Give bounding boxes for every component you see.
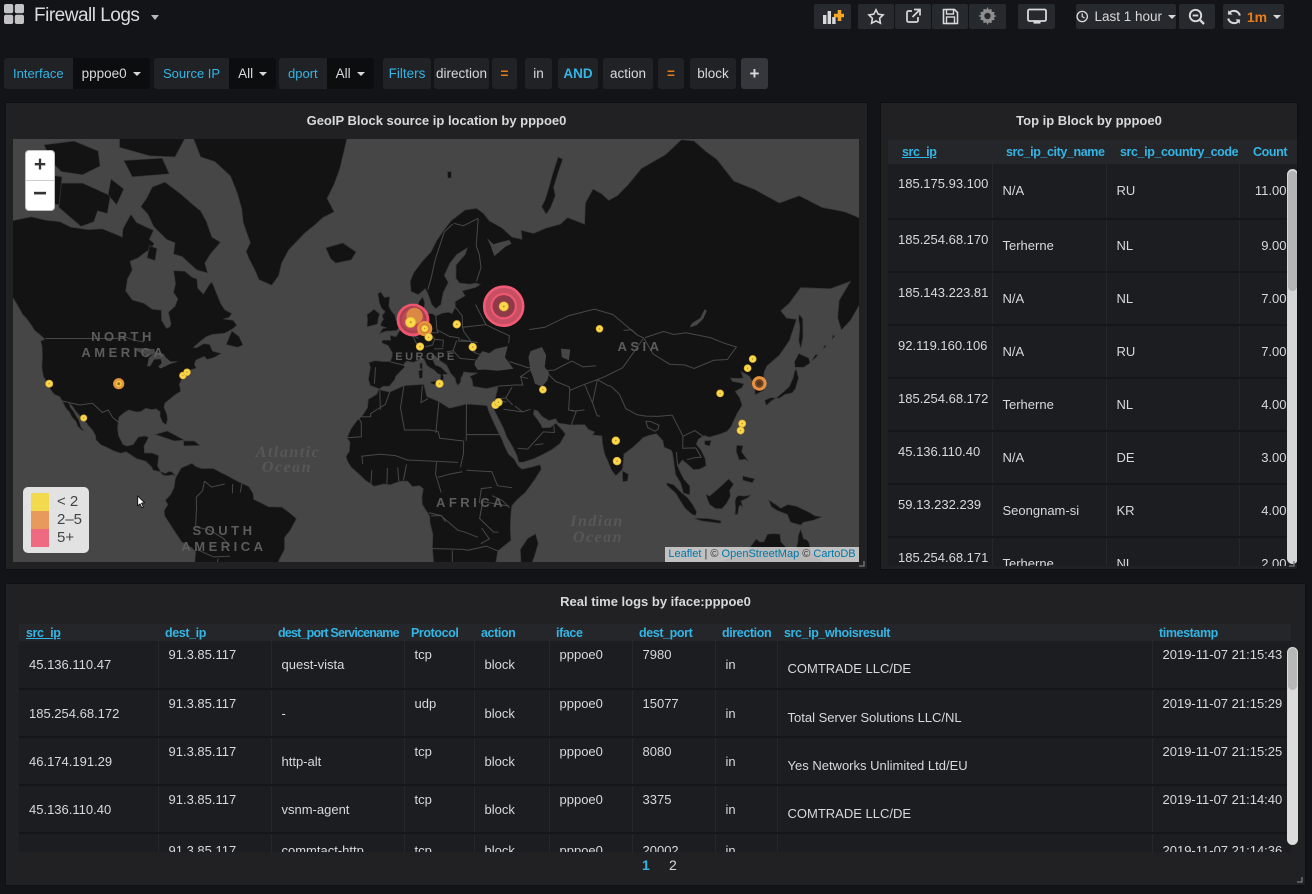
svg-text:Ocean: Ocean (262, 459, 312, 476)
svg-text:Indian: Indian (569, 513, 623, 530)
svg-text:AMERICA: AMERICA (81, 345, 166, 360)
svg-text:SOUTH: SOUTH (193, 523, 256, 538)
svg-text:EUROPE: EUROPE (395, 351, 456, 363)
svg-text:Atlantic: Atlantic (255, 444, 320, 461)
svg-text:ASIA: ASIA (617, 339, 662, 354)
svg-text:NORTH: NORTH (91, 329, 155, 344)
svg-text:AFRICA: AFRICA (436, 495, 506, 510)
svg-text:AMERICA: AMERICA (181, 539, 266, 554)
svg-text:Ocean: Ocean (573, 529, 623, 546)
